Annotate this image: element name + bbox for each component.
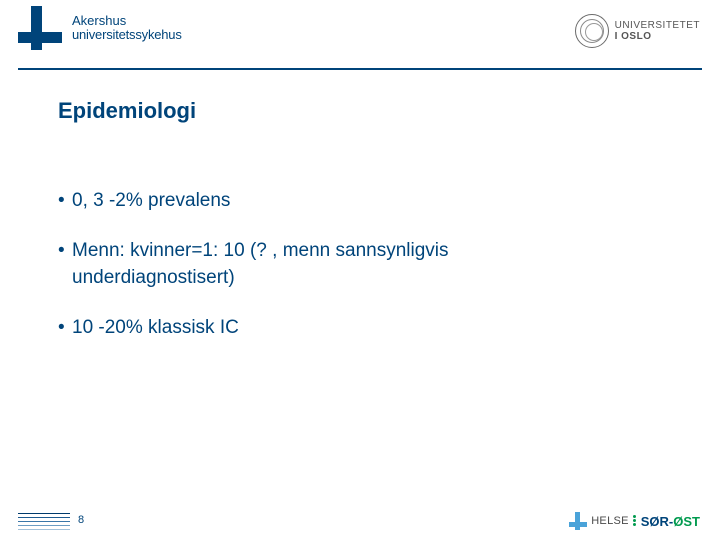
bullet-text: Menn: kvinner=1: 10 (? , menn sannsynlig… <box>72 240 449 261</box>
slide-title: Epidemiologi <box>58 98 660 124</box>
helse-word: HELSE <box>591 515 629 527</box>
uio-logo-text: UNIVERSITETET I OSLO <box>615 20 700 42</box>
bullet-marker-icon: • <box>58 188 72 214</box>
list-item: •Menn: kvinner=1: 10 (? , menn sannsynli… <box>58 238 660 291</box>
bullet-list: •0, 3 -2% prevalens •Menn: kvinner=1: 10… <box>58 188 660 341</box>
content-area: Epidemiologi •0, 3 -2% prevalens •Menn: … <box>58 98 660 365</box>
cross-icon <box>18 6 62 50</box>
bullet-continuation: underdiagnostisert) <box>58 265 660 291</box>
bullet-text: 0, 3 -2% prevalens <box>72 190 230 211</box>
list-item: •0, 3 -2% prevalens <box>58 188 660 214</box>
header-divider <box>18 68 702 70</box>
bullet-marker-icon: • <box>58 238 72 264</box>
helse-logo: HELSE SØR-ØST <box>569 512 700 530</box>
helse-cross-icon <box>569 512 587 530</box>
uio-seal-icon <box>575 14 609 48</box>
page-number: 8 <box>78 514 84 526</box>
logo-line1: Akershus <box>72 14 182 28</box>
uio-line1: UNIVERSITETET <box>615 20 700 31</box>
list-item: •10 -20% klassisk IC <box>58 315 660 341</box>
helse-region: SØR-ØST <box>641 514 700 529</box>
akershus-logo-text: Akershus universitetssykehus <box>72 14 182 41</box>
helse-dots-icon <box>633 512 635 530</box>
footer: 8 HELSE SØR-ØST <box>0 486 720 540</box>
uio-line2: I OSLO <box>615 31 700 42</box>
logo-line2: universitetssykehus <box>72 28 182 42</box>
header: Akershus universitetssykehus UNIVERSITET… <box>0 0 720 68</box>
uio-logo: UNIVERSITETET I OSLO <box>575 14 700 48</box>
bullet-text: 10 -20% klassisk IC <box>72 317 239 338</box>
akershus-logo: Akershus universitetssykehus <box>18 6 182 50</box>
footer-stripes-icon <box>18 510 70 531</box>
slide: { "header": { "left_logo": { "line1": "A… <box>0 0 720 540</box>
helse-region-blue: SØR- <box>641 514 674 529</box>
helse-region-green: ØST <box>673 514 700 529</box>
bullet-marker-icon: • <box>58 315 72 341</box>
